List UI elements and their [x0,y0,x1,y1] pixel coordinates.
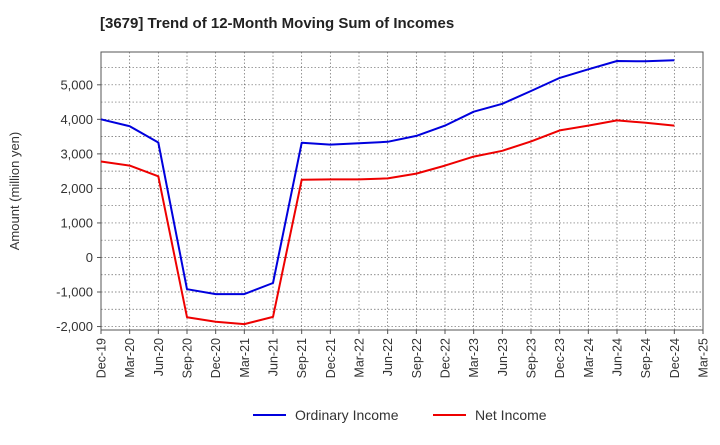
x-tick-label: Mar-25 [697,338,711,378]
x-tick-label: Dec-21 [324,338,338,378]
x-tick-label: Jun-22 [381,338,395,376]
x-tick-label: Sep-22 [410,338,424,378]
x-tick-label: Sep-21 [295,338,309,378]
x-tick-label: Mar-21 [238,338,252,378]
grid [101,52,703,330]
x-tick-label: Jun-21 [267,338,281,376]
plot-area [100,51,704,331]
x-tick-label: Jun-24 [611,338,625,376]
legend: Ordinary Income Net Income [253,407,547,423]
legend-label: Net Income [475,407,547,423]
y-tick-label: 5,000 [60,77,93,92]
y-tick-label: -1,000 [56,285,93,300]
y-tick-label: 4,000 [60,112,93,127]
chart-title: [3679] Trend of 12-Month Moving Sum of I… [100,15,455,32]
series-line-net-income [100,119,675,326]
x-tick-label: Dec-22 [439,338,453,378]
y-tick-label: 3,000 [60,146,93,161]
y-tick-label: 0 [86,250,93,265]
x-tick-label: Dec-23 [553,338,567,378]
x-tick-label: Sep-24 [639,338,653,378]
x-tick-label: Jun-23 [496,338,510,376]
y-axis-label: Amount (million yen) [7,132,22,251]
x-tick-label: Dec-24 [668,338,682,378]
axis-ticks: -2,000 -1,000 0 1,000 2,000 3,000 4,000 5,000 De… [56,77,710,378]
x-tick-label: Mar-22 [353,338,367,378]
x-tick-label: Sep-20 [181,338,195,378]
series-lines [100,59,675,326]
y-tick-label: 1,000 [60,215,93,230]
x-tick-label: Dec-20 [209,338,223,378]
x-tick-label: Dec-19 [95,338,109,378]
x-tick-label: Mar-24 [582,338,596,378]
x-tick-label: Sep-23 [525,338,539,378]
legend-label: Ordinary Income [295,407,399,423]
y-tick-label: -2,000 [56,319,93,334]
x-tick-label: Jun-20 [152,338,166,376]
x-tick-label: Mar-20 [123,338,137,378]
y-tick-label: 2,000 [60,181,93,196]
x-tick-label: Mar-23 [467,338,481,378]
series-line-ordinary-income [100,59,675,296]
